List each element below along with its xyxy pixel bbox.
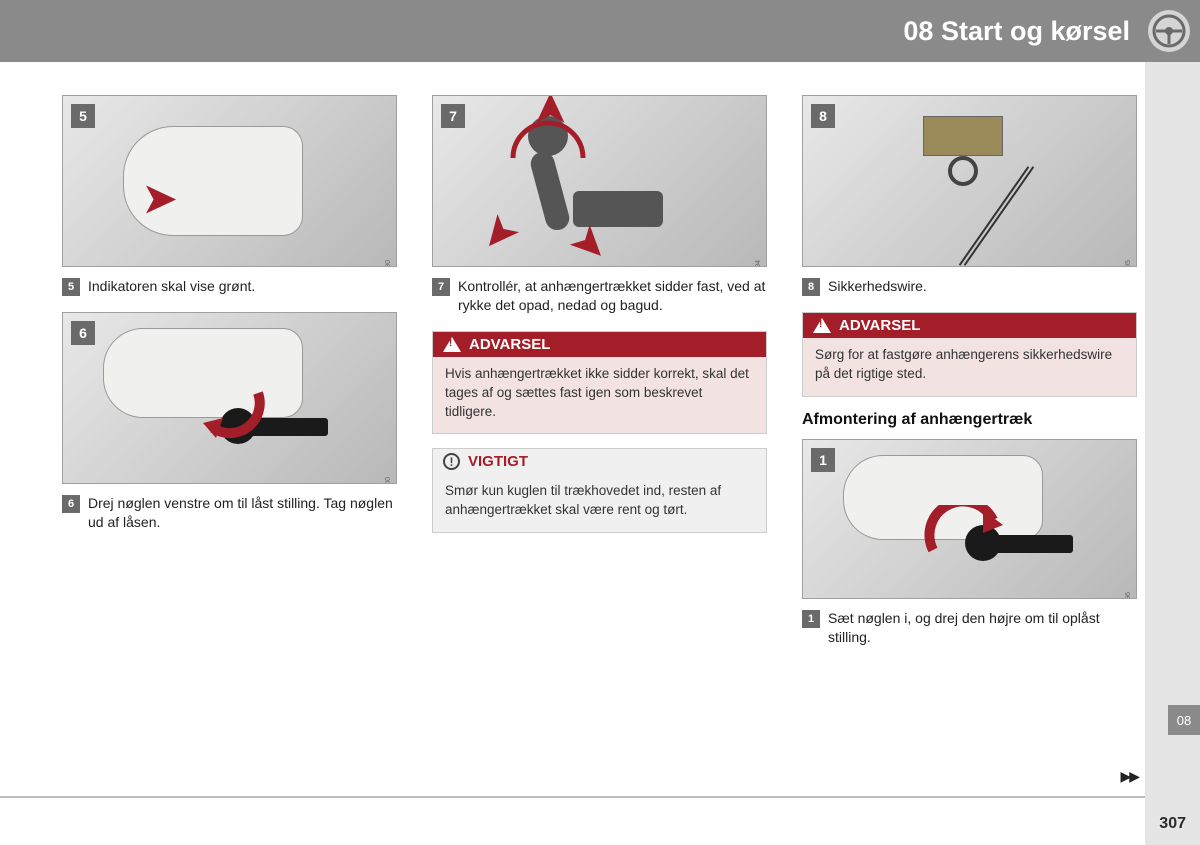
step-text: Sæt nøglen i, og drej den højre om til o… bbox=[828, 609, 1137, 647]
figure-ref: G030000 bbox=[385, 477, 392, 484]
figure-ref: G021494 bbox=[755, 260, 762, 267]
figure-ref: G021490 bbox=[385, 260, 392, 267]
important-header: ! VIGTIGT bbox=[433, 449, 766, 474]
warning-header: ADVARSEL bbox=[803, 313, 1136, 338]
step-text: Kontrollér, at anhængertrækket sidder fa… bbox=[458, 277, 767, 315]
steering-wheel-icon bbox=[1148, 10, 1190, 52]
step-badge: 1 bbox=[802, 610, 820, 628]
continue-arrows-icon: ▶▶ bbox=[1120, 768, 1138, 785]
figure-ref: G021495 bbox=[1125, 260, 1132, 267]
step-6: 6 Drej nøglen venstre om til låst stilli… bbox=[62, 494, 397, 532]
figure-5: 5 ➤ G021490 bbox=[62, 95, 397, 267]
chapter-header: 08 Start og kørsel bbox=[0, 0, 1200, 62]
step-badge: 7 bbox=[432, 278, 450, 296]
column-2: 7 ➤ ➤ ➤ G021494 7 Kontrollér, at anhænge… bbox=[432, 95, 767, 663]
figure-6: 6 G030000 bbox=[62, 312, 397, 484]
step-1: 1 Sæt nøglen i, og drej den højre om til… bbox=[802, 609, 1137, 647]
warning-body: Hvis anhængertrækket ikke sidder korrekt… bbox=[433, 357, 766, 434]
warning-label: ADVARSEL bbox=[469, 336, 550, 353]
warning-triangle-icon bbox=[443, 337, 461, 352]
warning-header: ADVARSEL bbox=[433, 332, 766, 357]
figure-badge: 7 bbox=[441, 104, 465, 128]
important-box: ! VIGTIGT Smør kun kuglen til trækhovede… bbox=[432, 448, 767, 533]
warning-box: ADVARSEL Hvis anhængertrækket ikke sidde… bbox=[432, 331, 767, 435]
figure-badge: 5 bbox=[71, 104, 95, 128]
footer-rule bbox=[0, 796, 1145, 798]
step-8: 8 Sikkerhedswire. bbox=[802, 277, 1137, 296]
step-5: 5 Indikatoren skal vise grønt. bbox=[62, 277, 397, 296]
step-badge: 5 bbox=[62, 278, 80, 296]
section-heading: Afmontering af anhængertræk bbox=[802, 411, 1137, 429]
figure-8: 8 G021495 bbox=[802, 95, 1137, 267]
column-1: 5 ➤ G021490 5 Indikatoren skal vise grøn… bbox=[62, 95, 397, 663]
chapter-title: 08 Start og kørsel bbox=[903, 16, 1130, 47]
step-badge: 6 bbox=[62, 495, 80, 513]
figure-ref: G021496 bbox=[1125, 592, 1132, 599]
step-badge: 8 bbox=[802, 278, 820, 296]
warning-body: Sørg for at fastgøre anhængerens sikkerh… bbox=[803, 338, 1136, 396]
step-text: Drej nøglen venstre om til låst stilling… bbox=[88, 494, 397, 532]
step-text: Sikkerhedswire. bbox=[828, 277, 927, 296]
section-tab: 08 bbox=[1168, 705, 1200, 735]
step-7: 7 Kontrollér, at anhængertrækket sidder … bbox=[432, 277, 767, 315]
figure-badge: 1 bbox=[811, 448, 835, 472]
figure-badge: 8 bbox=[811, 104, 835, 128]
figure-7: 7 ➤ ➤ ➤ G021494 bbox=[432, 95, 767, 267]
figure-badge: 6 bbox=[71, 321, 95, 345]
info-circle-icon: ! bbox=[443, 453, 460, 470]
important-label: VIGTIGT bbox=[468, 453, 528, 470]
page-number: 307 bbox=[1159, 815, 1186, 833]
important-body: Smør kun kuglen til trækhovedet ind, res… bbox=[433, 474, 766, 532]
page-content: 5 ➤ G021490 5 Indikatoren skal vise grøn… bbox=[62, 95, 1137, 663]
figure-1: 1 G021496 bbox=[802, 439, 1137, 599]
warning-box: ADVARSEL Sørg for at fastgøre anhængeren… bbox=[802, 312, 1137, 397]
warning-label: ADVARSEL bbox=[839, 317, 920, 334]
step-text: Indikatoren skal vise grønt. bbox=[88, 277, 255, 296]
column-3: 8 G021495 8 Sikkerhedswire. ADVARSEL Sør… bbox=[802, 95, 1137, 663]
warning-triangle-icon bbox=[813, 318, 831, 333]
